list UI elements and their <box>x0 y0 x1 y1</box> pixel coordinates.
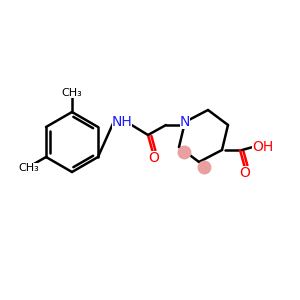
Text: OH: OH <box>252 140 274 154</box>
Text: O: O <box>240 166 250 180</box>
Text: O: O <box>148 151 159 165</box>
Text: NH: NH <box>112 115 132 129</box>
Text: CH₃: CH₃ <box>19 163 40 173</box>
Text: CH₃: CH₃ <box>61 88 82 98</box>
Text: N: N <box>180 115 190 129</box>
